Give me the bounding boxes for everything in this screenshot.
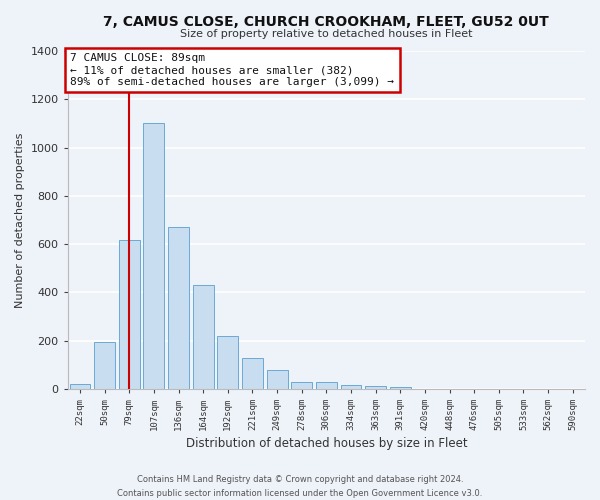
Bar — [143, 124, 164, 389]
Bar — [168, 227, 189, 389]
Bar — [242, 358, 263, 389]
Bar — [341, 385, 361, 389]
Bar — [291, 382, 312, 389]
Bar — [70, 384, 91, 389]
Y-axis label: Number of detached properties: Number of detached properties — [15, 132, 25, 308]
Text: Contains HM Land Registry data © Crown copyright and database right 2024.
Contai: Contains HM Land Registry data © Crown c… — [118, 476, 482, 498]
Bar — [217, 336, 238, 389]
X-axis label: Distribution of detached houses by size in Fleet: Distribution of detached houses by size … — [185, 437, 467, 450]
Bar — [94, 342, 115, 389]
Text: 7 CAMUS CLOSE: 89sqm
← 11% of detached houses are smaller (382)
89% of semi-deta: 7 CAMUS CLOSE: 89sqm ← 11% of detached h… — [70, 54, 394, 86]
Bar — [390, 387, 411, 389]
Bar — [119, 240, 140, 389]
Text: Size of property relative to detached houses in Fleet: Size of property relative to detached ho… — [180, 29, 473, 39]
Bar — [266, 370, 287, 389]
Title: 7, CAMUS CLOSE, CHURCH CROOKHAM, FLEET, GU52 0UT: 7, CAMUS CLOSE, CHURCH CROOKHAM, FLEET, … — [103, 15, 549, 29]
Bar — [193, 285, 214, 389]
Bar — [365, 386, 386, 389]
Bar — [316, 382, 337, 389]
